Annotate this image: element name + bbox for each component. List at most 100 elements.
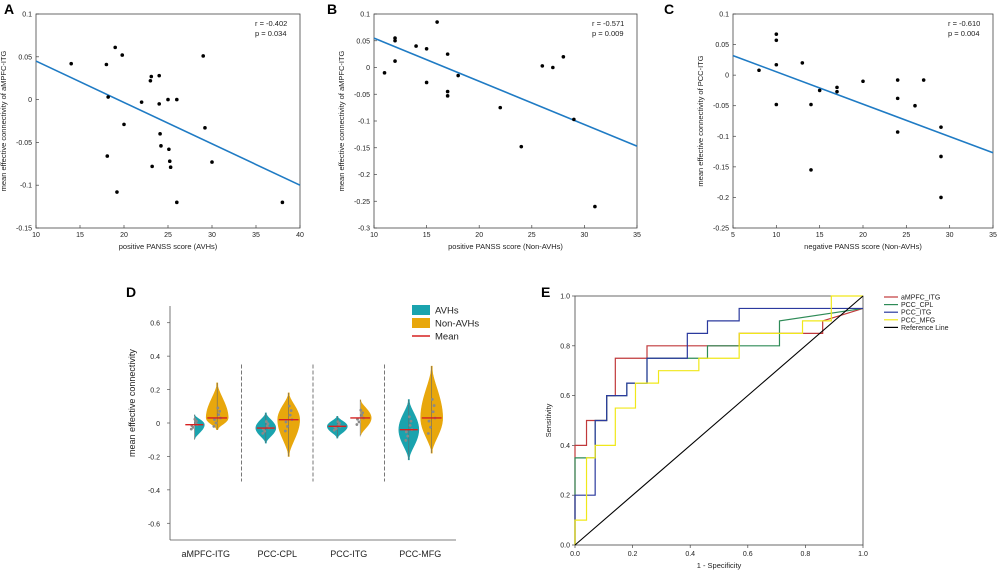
plot-frame bbox=[732, 13, 994, 229]
x-tick-label: 15 bbox=[76, 232, 84, 239]
data-point bbox=[122, 122, 126, 127]
panel-label-e: E bbox=[541, 284, 550, 300]
x-tick-label: 30 bbox=[946, 232, 954, 239]
violin-sample-dot bbox=[217, 413, 221, 417]
roc-panel-e: 0.00.0 0.2 0.2 0.4 0.4 0.6 0.6 0.8 0.8 1.0 1.0 1 - … bbox=[544, 294, 949, 571]
data-point bbox=[774, 102, 779, 107]
y-tick-label: -0.25 bbox=[354, 199, 370, 206]
data-point bbox=[939, 154, 943, 159]
data-point bbox=[913, 103, 917, 108]
scatter-panel-a: 10 15 20 25 30 35 40 -0.15 -0.1 -0.05 0 0.05 0.1 posi… bbox=[0, 12, 304, 252]
x-tick-label: 35 bbox=[633, 232, 641, 239]
data-point bbox=[157, 102, 161, 106]
data-point bbox=[861, 79, 865, 84]
data-point bbox=[445, 52, 450, 56]
data-point bbox=[414, 44, 418, 48]
data-point bbox=[210, 160, 214, 164]
x-axis-label: positive PANSS score (AVHs) bbox=[119, 242, 218, 251]
data-point bbox=[159, 144, 163, 148]
data-point bbox=[166, 97, 170, 102]
y-tick-label: 0.4 bbox=[150, 354, 160, 361]
y-tick-label: -0.6 bbox=[148, 521, 160, 528]
y-tick-label: 0.05 bbox=[18, 54, 32, 61]
violin-sample-dot bbox=[289, 409, 293, 412]
y-tick-label: 1.0 bbox=[560, 294, 570, 301]
panel-label-c: C bbox=[664, 1, 674, 17]
scatter-panel-b: 10 15 20 25 30 35 -0.3 -0.25 -0.2 -0.15 -0.1 -0.05 0… bbox=[337, 12, 641, 252]
data-point bbox=[456, 73, 460, 78]
data-point bbox=[774, 62, 779, 67]
y-axis-label: mean effective connectivity bbox=[127, 349, 137, 457]
plot-frame bbox=[373, 13, 638, 229]
y-axis-label: mean effective connectivity of aMPFC-ITG bbox=[337, 50, 346, 191]
y-tick-label: 0 bbox=[156, 421, 160, 428]
y-tick-label: -0.1 bbox=[717, 134, 729, 141]
violin-sample-dot bbox=[408, 423, 412, 427]
y-tick-label: -0.25 bbox=[713, 226, 729, 233]
plot-frame bbox=[35, 13, 301, 229]
data-point bbox=[939, 195, 943, 200]
violin-sample-dot bbox=[261, 431, 265, 435]
data-point bbox=[519, 144, 524, 149]
y-tick-label: 0 bbox=[725, 73, 729, 80]
x-tick-label: 10 bbox=[370, 232, 378, 239]
x-tick-label: 0.2 bbox=[628, 551, 638, 558]
x-tick-label: 5 bbox=[731, 232, 735, 239]
category-label: PCC-ITG bbox=[330, 549, 367, 559]
violin-sample-dot bbox=[288, 413, 292, 417]
violin-sample-dot bbox=[431, 410, 435, 414]
x-tick-label: 35 bbox=[252, 232, 260, 239]
violin-sample-dot bbox=[214, 421, 218, 425]
y-tick-label: -0.1 bbox=[358, 119, 370, 126]
data-point bbox=[158, 132, 162, 136]
y-tick-label: -0.1 bbox=[20, 183, 32, 190]
data-point bbox=[167, 159, 172, 164]
x-tick-label: 0.0 bbox=[570, 551, 580, 558]
y-tick-label: 0.6 bbox=[150, 321, 160, 328]
category-label: PCC-CPL bbox=[257, 549, 297, 559]
data-point bbox=[445, 94, 450, 98]
y-tick-label: -0.2 bbox=[717, 195, 729, 202]
violin-sample-dot bbox=[265, 424, 269, 428]
x-axis-label: negative PANSS score (Non-AVHs) bbox=[804, 242, 922, 251]
violin-sample-dot bbox=[404, 430, 408, 434]
correlation-r: r = -0.402 bbox=[255, 19, 287, 28]
legend-label: PCC_CPL bbox=[901, 302, 933, 309]
legend-swatch-non-avhs bbox=[412, 318, 430, 328]
legend-label: Non-AVHs bbox=[435, 319, 479, 330]
data-point bbox=[106, 95, 110, 99]
x-tick-label: 25 bbox=[902, 232, 910, 239]
violin-sample-dot bbox=[360, 413, 364, 417]
panel-label-d: D bbox=[126, 284, 136, 300]
data-point bbox=[774, 38, 779, 43]
panel-label-b: B bbox=[327, 1, 337, 17]
data-point bbox=[150, 164, 154, 169]
violin-sample-dot bbox=[432, 404, 436, 407]
data-point bbox=[561, 55, 566, 59]
violin-sample-dot bbox=[404, 439, 408, 442]
data-point bbox=[115, 190, 119, 194]
fit-line bbox=[732, 54, 994, 154]
data-point bbox=[113, 45, 117, 50]
data-point bbox=[774, 32, 779, 36]
correlation-p: p = 0.009 bbox=[592, 29, 624, 38]
correlation-p: p = 0.034 bbox=[255, 29, 287, 38]
violin-sample-dot bbox=[195, 419, 198, 423]
data-point bbox=[175, 97, 179, 102]
y-tick-label: 0.8 bbox=[560, 343, 570, 350]
y-tick-label: -0.15 bbox=[713, 164, 729, 171]
legend-label: AVHs bbox=[435, 306, 459, 317]
data-point bbox=[280, 200, 285, 205]
data-point bbox=[551, 65, 555, 70]
data-point bbox=[69, 61, 73, 66]
fit-line bbox=[35, 60, 301, 186]
violin-sample-dot bbox=[191, 425, 195, 429]
y-tick-label: -0.05 bbox=[713, 103, 729, 110]
violin-sample-dot bbox=[213, 418, 216, 422]
violin-sample-dot bbox=[189, 427, 193, 431]
data-point bbox=[168, 165, 173, 170]
violin-sample-dot bbox=[406, 434, 410, 438]
data-point bbox=[572, 117, 576, 122]
correlation-p: p = 0.004 bbox=[948, 29, 980, 38]
